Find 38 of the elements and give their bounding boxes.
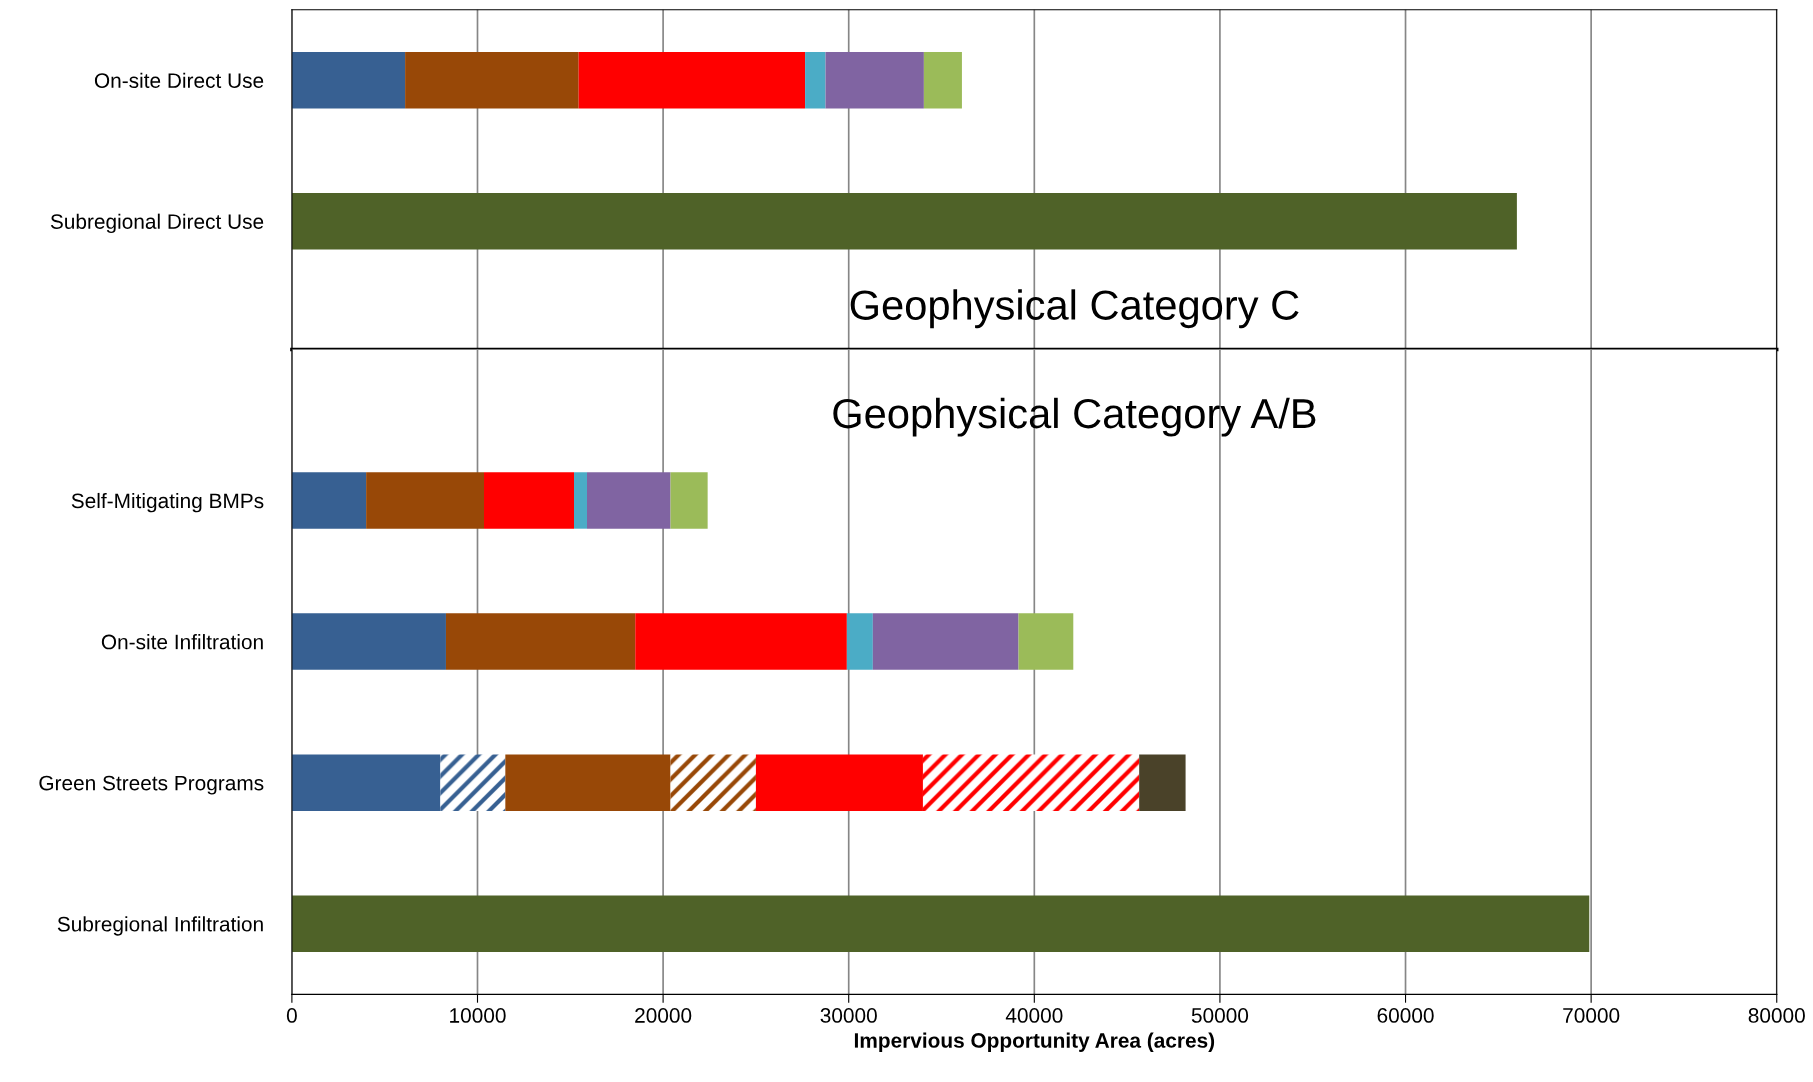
- annotation: Geophysical Category A/B: [833, 397, 1316, 437]
- bar: [635, 613, 847, 670]
- x-tick-label: 80000: [1748, 1008, 1805, 1023]
- y-tick-label: Self-Mitigating BMPs: [71, 492, 264, 513]
- y-tick-label: Subregional Direct Use: [50, 213, 264, 234]
- bar: [755, 754, 923, 811]
- bar: [291, 472, 367, 529]
- x-tick-label: 0: [286, 1008, 297, 1023]
- bar: [587, 472, 671, 529]
- bar: [670, 472, 708, 529]
- bar: [366, 472, 484, 529]
- y-tick-label: Subregional Infiltration: [57, 916, 263, 936]
- bar: [922, 754, 1140, 811]
- bar: [872, 613, 1019, 670]
- y-tick-label: Green Streets Programs: [39, 775, 264, 795]
- bar: [846, 613, 873, 670]
- x-tick-label: 50000: [1191, 1008, 1249, 1023]
- bar: [291, 754, 441, 811]
- x-tick-label: 60000: [1377, 1008, 1434, 1023]
- bar: [291, 895, 1590, 953]
- x-tick-label: 30000: [820, 1008, 877, 1023]
- bar: [484, 472, 575, 529]
- bar: [291, 613, 446, 670]
- x-tick-label: 70000: [1563, 1008, 1620, 1023]
- bar: [445, 613, 636, 670]
- x-axis-title: Impervious Opportunity Area (acres): [854, 1032, 1215, 1052]
- bar: [505, 754, 671, 811]
- y-tick-label: On-site Infiltration: [101, 634, 263, 650]
- x-tick-label: 40000: [1005, 1008, 1063, 1023]
- bar: [670, 754, 756, 811]
- x-tick-label: 20000: [635, 1008, 692, 1023]
- annotation: Geophysical Category C: [850, 289, 1299, 329]
- bar: [1139, 754, 1186, 811]
- bar: [1018, 613, 1074, 670]
- bar: [574, 472, 588, 529]
- x-tick-label: 10000: [450, 1008, 506, 1023]
- bar: [440, 754, 506, 811]
- y-tick-label: On-site Direct Use: [94, 72, 264, 88]
